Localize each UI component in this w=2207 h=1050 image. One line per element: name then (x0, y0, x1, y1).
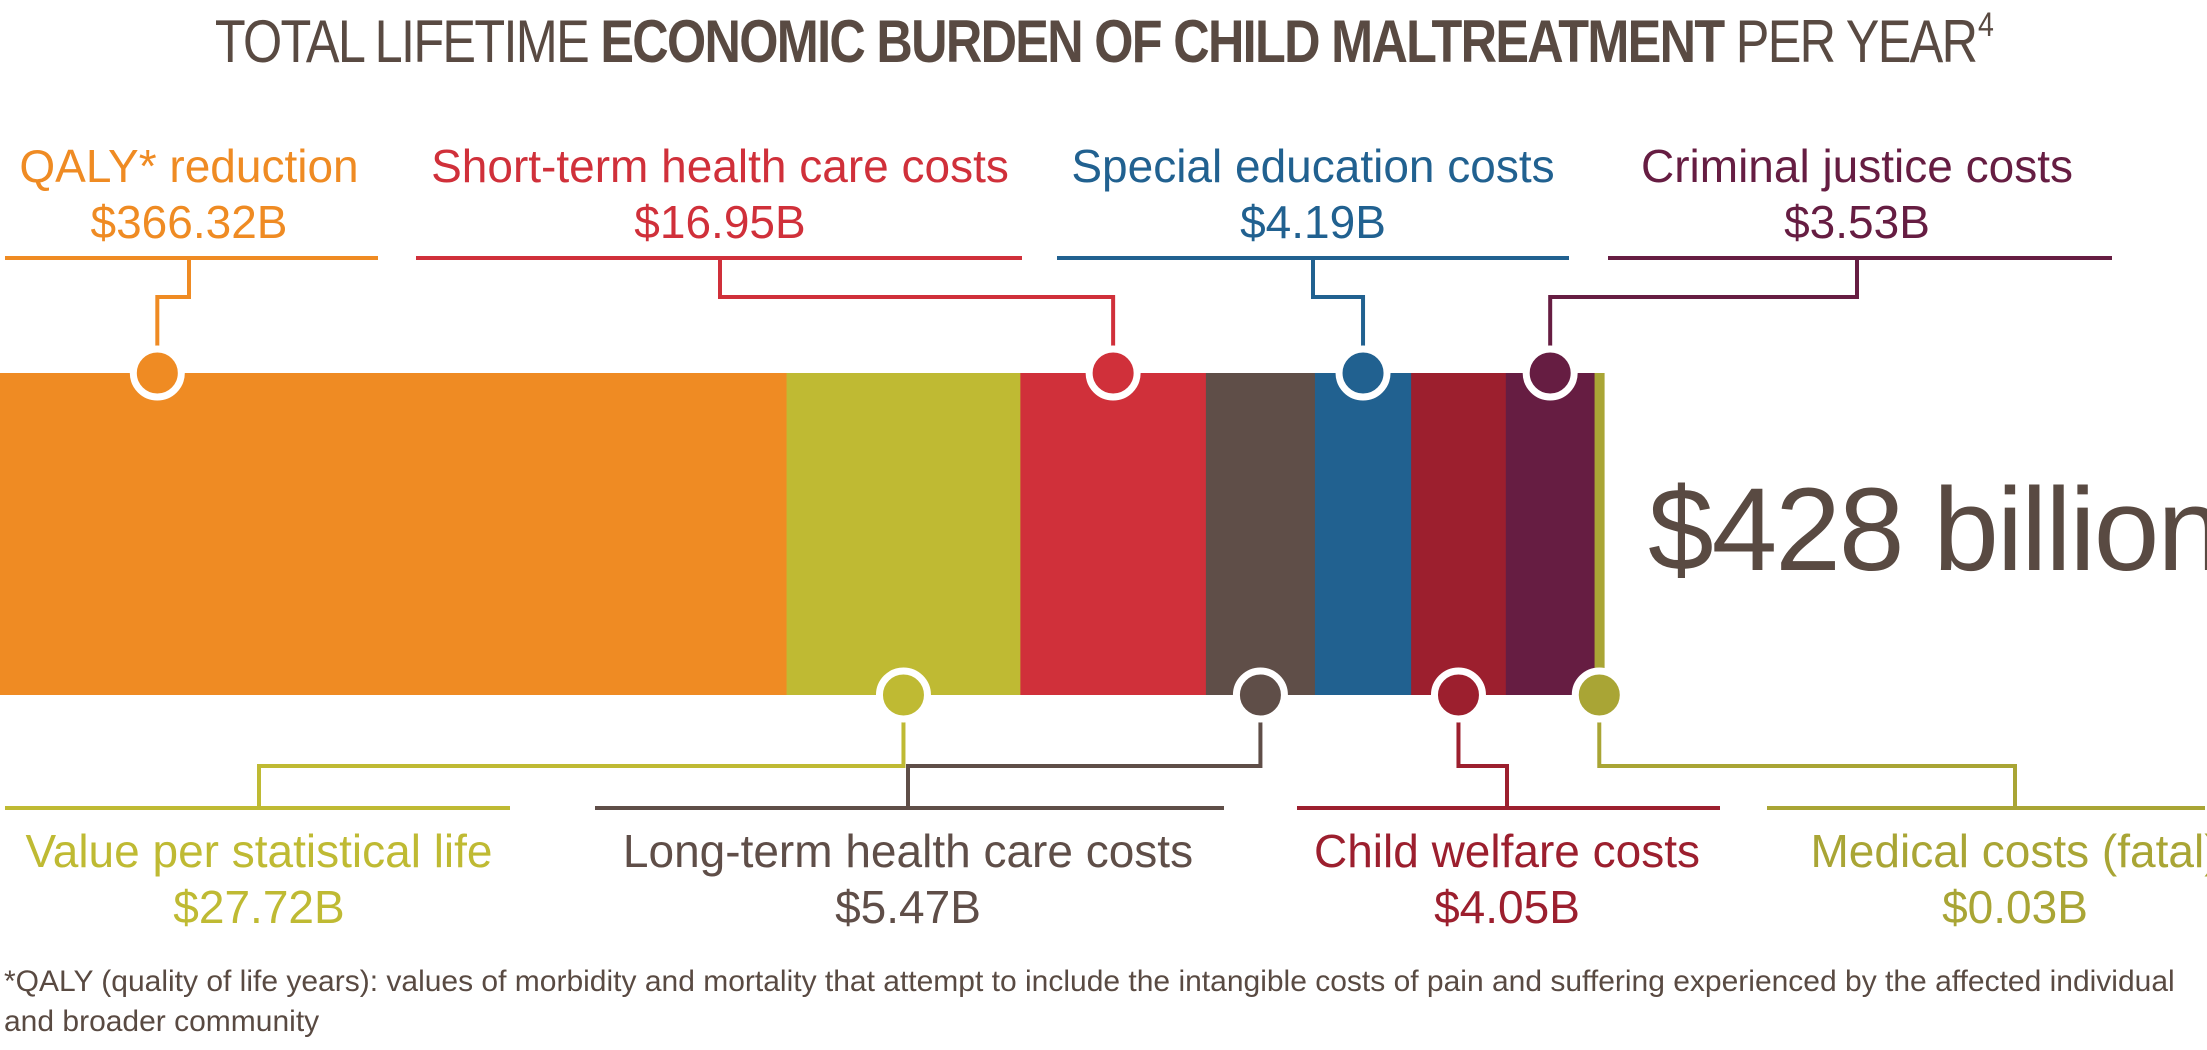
category-name: Long-term health care costs (622, 825, 1194, 877)
category-value: $4.19B (1240, 196, 1386, 248)
category-label-value-per-statistical-life: Value per statistical life $27.72B (25, 823, 492, 935)
category-value: $366.32B (90, 196, 288, 248)
category-label-medical-costs-fatal: Medical costs (fatal) $0.03B (1810, 823, 2207, 935)
category-name: Value per statistical life (25, 825, 493, 877)
connector-special-education-costs (1311, 258, 1366, 373)
category-label-qaly-reduction: QALY* reduction $366.32B (19, 138, 358, 250)
marker-dot-medical-costs-fatal (1571, 667, 1627, 723)
title-part-2: ECONOMIC BURDEN OF CHILD MALTREATMENT (600, 8, 1725, 75)
category-name: QALY* reduction (19, 140, 359, 192)
total-value: $428 billion (1648, 464, 2207, 596)
category-value: $16.95B (634, 196, 806, 248)
category-label-child-welfare-costs: Child welfare costs $4.05B (1314, 823, 1700, 935)
category-name: Short-term health care costs (431, 140, 1009, 192)
connector-child-welfare-costs (1456, 695, 1509, 808)
marker-dot-special-education-costs (1335, 345, 1391, 401)
marker-dot-long-term-health-care-costs (1232, 667, 1288, 723)
title-footnote-marker: 4 (1977, 6, 1994, 44)
category-value: $4.05B (1434, 881, 1580, 933)
category-label-special-education-costs: Special education costs $4.19B (1071, 138, 1554, 250)
marker-dot-criminal-justice-costs (1522, 345, 1578, 401)
bar-segment-criminal-justice-costs (1505, 373, 1596, 695)
bar-segment-short-term-health-care-costs (1020, 373, 1207, 695)
bar-segment-medical-costs-fatal (1594, 373, 1605, 695)
marker-dot-value-per-statistical-life (875, 667, 931, 723)
category-value: $3.53B (1784, 196, 1930, 248)
chart-title: TOTAL LIFETIME ECONOMIC BURDEN OF CHILD … (177, 6, 2031, 76)
marker-dot-qaly-reduction (129, 345, 185, 401)
category-label-short-term-health-care-costs: Short-term health care costs $16.95B (431, 138, 1009, 250)
category-value: $0.03B (1942, 881, 2088, 933)
marker-dot-short-term-health-care-costs (1085, 345, 1141, 401)
category-name: Medical costs (fatal) (1810, 825, 2207, 877)
connector-value-per-statistical-life (257, 695, 906, 808)
connector-qaly-reduction (155, 258, 191, 373)
connector-medical-costs-fatal (1597, 695, 2017, 808)
bar-segment-special-education-costs (1314, 373, 1412, 695)
category-value: $5.47B (835, 881, 981, 933)
footnote: *QALY (quality of life years): values of… (4, 965, 2175, 1038)
connector-long-term-health-care-costs (906, 695, 1263, 808)
category-value: $27.72B (173, 881, 345, 933)
category-name: Special education costs (1071, 140, 1555, 192)
category-label-long-term-health-care-costs: Long-term health care costs $5.47B (623, 823, 1193, 935)
connector-criminal-justice-costs (1548, 258, 1859, 373)
title-part-1: TOTAL LIFETIME (214, 8, 601, 75)
marker-dot-child-welfare-costs (1430, 667, 1486, 723)
category-label-criminal-justice-costs: Criminal justice costs $3.53B (1641, 138, 2073, 250)
connector-short-term-health-care-costs (718, 258, 1116, 373)
bar-segment-qaly-reduction (0, 373, 788, 695)
bar-segment-long-term-health-care-costs (1205, 373, 1316, 695)
bar-segment-child-welfare-costs (1411, 373, 1507, 695)
bar-segment-value-per-statistical-life (786, 373, 1021, 695)
category-name: Criminal justice costs (1641, 140, 2073, 192)
category-name: Child welfare costs (1313, 825, 1701, 877)
title-part-3: PER YEAR (1723, 8, 1978, 75)
